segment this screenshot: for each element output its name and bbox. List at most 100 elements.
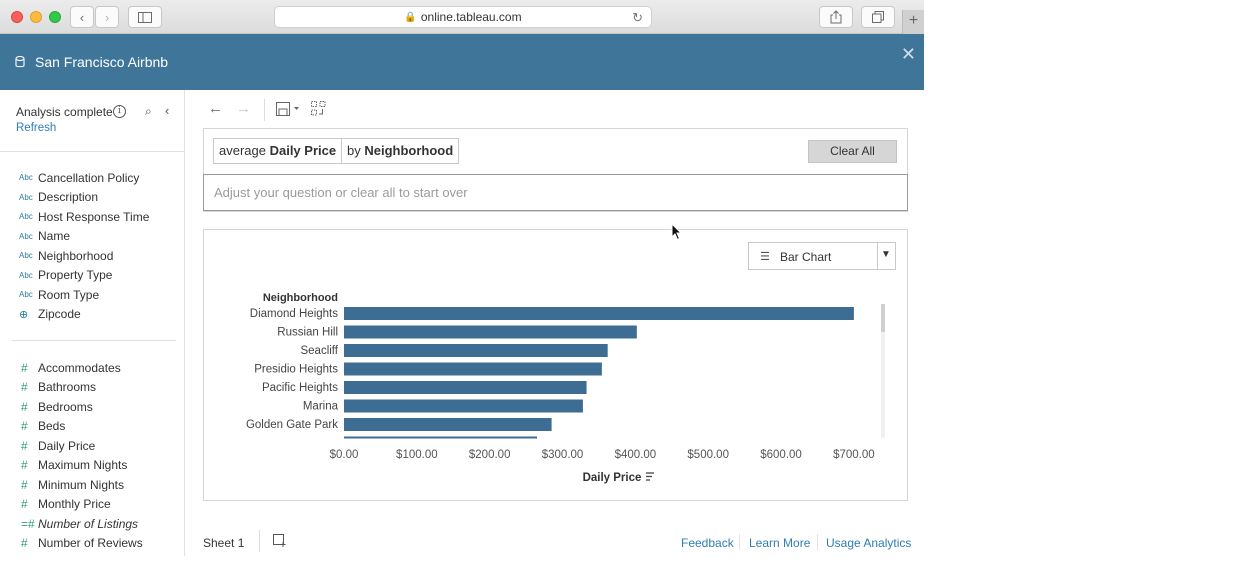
field-item[interactable]: # Accommodates	[0, 358, 143, 378]
usage-analytics-link[interactable]: Usage Analytics	[826, 536, 912, 550]
search-icon[interactable]: ⌕	[145, 104, 152, 118]
bar[interactable]	[344, 325, 637, 339]
x-tick-label: $600.00	[760, 449, 802, 461]
x-tick-label: $400.00	[615, 449, 657, 461]
caret-down-icon: ▼	[881, 249, 891, 260]
field-item[interactable]: Abc Cancellation Policy	[0, 168, 149, 188]
swap-button[interactable]	[311, 101, 327, 121]
field-label: Number of Reviews	[38, 536, 143, 551]
viz-type-dropdown[interactable]: ☰ Bar Chart ▼	[748, 242, 896, 270]
bar[interactable]	[344, 418, 552, 431]
back-button[interactable]: ‹	[70, 6, 94, 28]
field-item[interactable]: Abc Room Type	[0, 285, 149, 305]
share-icon	[830, 10, 842, 24]
field-item[interactable]: Abc Property Type	[0, 266, 149, 286]
category-label: Marina	[303, 401, 339, 413]
lock-icon: 🔒	[404, 11, 417, 23]
share-button[interactable]	[819, 6, 853, 28]
new-sheet-icon[interactable]	[273, 534, 287, 551]
bar-partial[interactable]	[344, 436, 538, 439]
field-item[interactable]: # Monthly Price	[0, 495, 143, 515]
field-item[interactable]: # Bedrooms	[0, 397, 143, 417]
ask-data-panel: average Daily Price by Neighborhood Clea…	[203, 128, 908, 212]
info-icon[interactable]: i	[113, 105, 126, 118]
question-pill-dimension[interactable]: by Neighborhood	[341, 138, 460, 164]
chart-scrollbar[interactable]	[881, 304, 885, 438]
field-item[interactable]: Abc Host Response Time	[0, 207, 149, 227]
x-tick-label: $700.00	[833, 449, 875, 461]
field-label: Property Type	[38, 268, 113, 283]
pill-prefix: average	[219, 143, 270, 158]
string-type-icon: Abc	[19, 231, 33, 241]
bar-chart-icon: ☰	[760, 251, 770, 263]
scrollbar-thumb[interactable]	[881, 304, 885, 332]
bar[interactable]	[344, 399, 583, 413]
zoom-window-button[interactable]	[49, 11, 61, 23]
tabs-icon	[872, 11, 884, 23]
tabs-button[interactable]	[861, 6, 895, 28]
visualization-panel: ☰ Bar Chart ▼ Neighborhood Diamond Height…	[203, 229, 908, 501]
feedback-link[interactable]: Feedback	[681, 536, 734, 550]
url-text: online.tableau.com	[420, 10, 522, 24]
sidebar-toggle-button[interactable]	[128, 6, 162, 28]
field-item[interactable]: # Maximum Nights	[0, 456, 143, 476]
x-tick-label: $0.00	[330, 449, 359, 461]
string-type-icon: Abc	[19, 270, 33, 280]
field-item[interactable]: # Bathrooms	[0, 378, 143, 398]
sort-icon[interactable]	[646, 472, 654, 481]
footer-divider	[739, 534, 740, 550]
bar[interactable]	[344, 344, 608, 357]
swap-icon	[311, 101, 326, 116]
divider	[0, 151, 184, 152]
bar[interactable]	[344, 381, 587, 394]
field-label: Daily Price	[38, 438, 96, 453]
redo-button[interactable]: →	[236, 100, 251, 117]
chevron-left-icon[interactable]: ‹	[165, 103, 170, 118]
category-header: Neighborhood	[263, 292, 338, 304]
address-bar[interactable]: 🔒 online.tableau.com ↻	[274, 6, 652, 28]
field-label: Zipcode	[38, 307, 81, 322]
dimension-list: Abc Cancellation Policy Abc Description Abc H…	[0, 168, 149, 324]
field-item[interactable]: =# Number of Listings	[0, 514, 143, 534]
question-input[interactable]	[203, 174, 908, 211]
field-item[interactable]: Abc Neighborhood	[0, 246, 149, 266]
save-button[interactable]	[276, 102, 300, 120]
toolbar: ← →	[185, 90, 924, 128]
field-item[interactable]: # Beds	[0, 417, 143, 437]
clear-all-button[interactable]: Clear All	[808, 140, 897, 163]
forward-button[interactable]: ›	[95, 6, 119, 28]
x-tick-label: $500.00	[687, 449, 729, 461]
reload-icon[interactable]: ↻	[632, 10, 643, 25]
x-tick-label: $300.00	[542, 449, 584, 461]
question-pill-measure[interactable]: average Daily Price	[213, 138, 343, 164]
footer-divider	[817, 534, 818, 550]
number-type-icon: #	[21, 380, 28, 395]
sheet-tab[interactable]: Sheet 1	[203, 536, 245, 550]
close-icon[interactable]: ✕	[900, 44, 916, 64]
toolbar-divider	[264, 99, 265, 121]
bar[interactable]	[344, 307, 854, 320]
undo-button[interactable]: ←	[208, 100, 223, 117]
database-icon	[15, 56, 25, 68]
dropdown-divider	[877, 243, 878, 269]
field-label: Name	[38, 229, 71, 244]
number-type-icon: #	[21, 497, 28, 512]
divider	[12, 340, 176, 341]
field-item[interactable]: Abc Name	[0, 227, 149, 247]
field-item[interactable]: Abc Description	[0, 188, 149, 208]
category-label: Golden Gate Park	[246, 419, 338, 431]
field-label: Number of Listings	[38, 516, 139, 531]
field-item[interactable]: # Number of Reviews	[0, 534, 143, 554]
field-item[interactable]: ⊕ Zipcode	[0, 305, 149, 325]
learn-more-link[interactable]: Learn More	[749, 536, 811, 550]
field-item[interactable]: # Minimum Nights	[0, 475, 143, 495]
field-item[interactable]: # Daily Price	[0, 436, 143, 456]
minimize-window-button[interactable]	[30, 11, 42, 23]
close-window-button[interactable]	[11, 11, 23, 23]
new-tab-button[interactable]: +	[902, 10, 924, 34]
field-label: Room Type	[38, 287, 100, 302]
string-type-icon: Abc	[19, 173, 33, 183]
bar[interactable]	[344, 362, 602, 376]
refresh-link[interactable]: Refresh	[16, 122, 57, 134]
x-axis-title: Daily Price	[583, 472, 642, 484]
